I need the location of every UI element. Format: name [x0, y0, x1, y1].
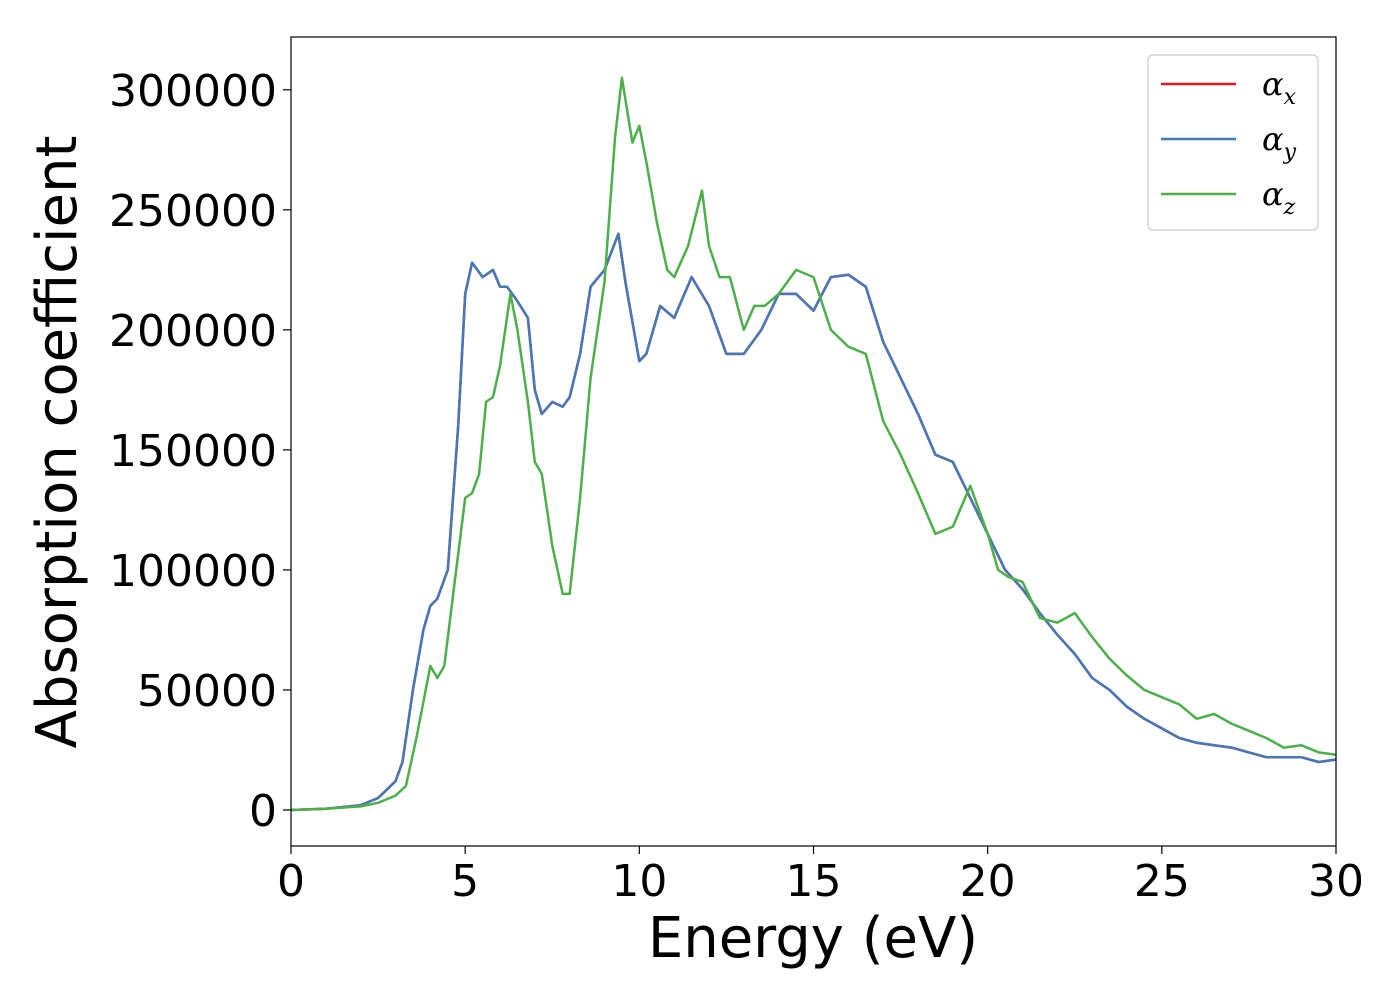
y-tick-label: 300000	[109, 66, 277, 117]
series-line-alpha-x	[290, 232, 1337, 812]
x-tick-label: 20	[960, 856, 1016, 907]
y-tick-label: 150000	[109, 426, 277, 477]
y-tick-label: 100000	[109, 546, 277, 597]
x-tick-label: 10	[611, 856, 667, 907]
x-tick-label: 15	[786, 856, 842, 907]
x-tick-label: 30	[1308, 856, 1364, 907]
y-tick-label: 250000	[109, 186, 277, 237]
y-tick-label: 50000	[137, 666, 277, 717]
y-tick-label: 0	[249, 786, 277, 837]
legend-box	[1147, 54, 1319, 231]
legend-label: αz	[1262, 175, 1296, 220]
x-axis-ticks: 0 5 10 15 20 25 30	[277, 846, 1364, 907]
y-axis-label: Absorption coefficient	[25, 136, 90, 749]
x-tick-label: 5	[451, 856, 479, 907]
series-line-alpha-y	[290, 232, 1337, 812]
legend: αx αy αz	[1147, 54, 1319, 231]
x-tick-label: 0	[277, 856, 305, 907]
series-line-alpha-z	[290, 76, 1337, 812]
legend-label: αx	[1262, 65, 1297, 110]
x-tick-label: 25	[1134, 856, 1190, 907]
y-axis-ticks: 0 50000 100000 150000 200000 250000 300000	[109, 66, 291, 837]
x-axis-label: Energy (eV)	[648, 906, 978, 971]
y-tick-label: 200000	[109, 306, 277, 357]
legend-label: αy	[1262, 120, 1297, 165]
series-lines	[290, 76, 1337, 812]
